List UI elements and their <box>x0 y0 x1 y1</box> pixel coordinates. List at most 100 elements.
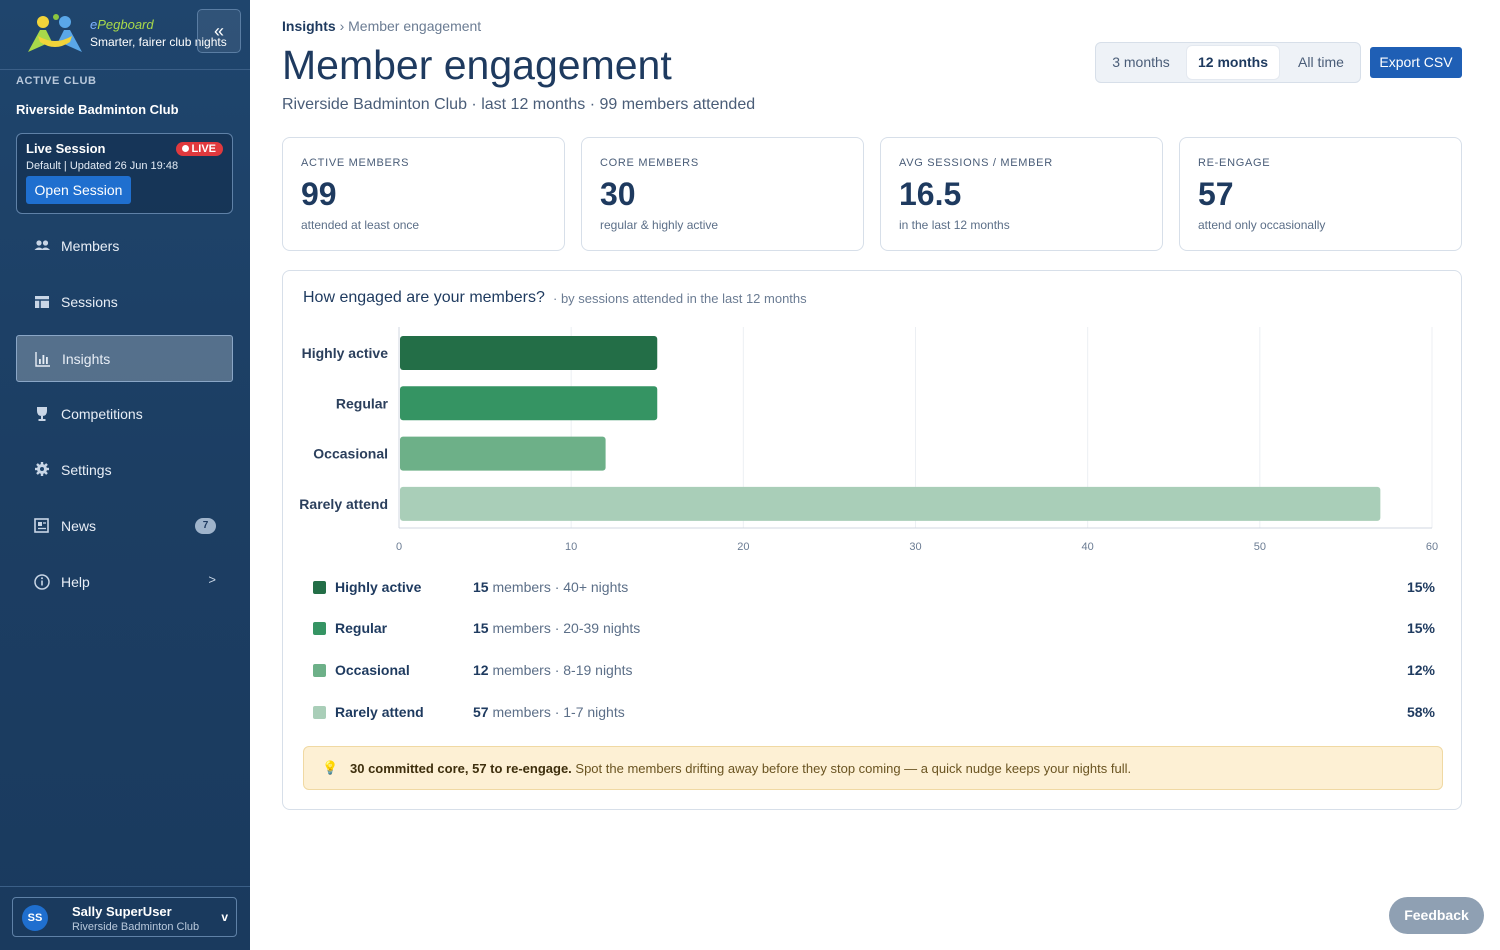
x-tick-label: 20 <box>737 541 749 553</box>
range-3-months-button[interactable]: 3 months <box>1112 54 1170 70</box>
stat-card-core-members: CORE MEMBERS 30 regular & highly active <box>581 137 864 251</box>
legend-name: Occasional <box>335 662 410 678</box>
bar-highly-active <box>400 336 658 370</box>
range-12-months-button[interactable]: 12 months <box>1187 46 1279 79</box>
help-icon <box>34 574 50 590</box>
page-subtitle: Riverside Badminton Club · last 12 month… <box>282 96 756 113</box>
sidebar-item-label: Settings <box>61 462 112 478</box>
user-bar: SS Sally SuperUser Riverside Badminton C… <box>0 886 250 950</box>
insights-icon <box>35 352 50 367</box>
feedback-button[interactable]: Feedback <box>1389 897 1484 934</box>
x-tick-label: 50 <box>1254 541 1266 553</box>
legend-row-regular: Regular 15 members · 20-39 nights 15% <box>313 618 1438 640</box>
user-name: Sally SuperUser <box>72 904 172 919</box>
live-session-title: Live Session <box>26 141 106 156</box>
stat-caption: in the last 12 months <box>899 218 1010 232</box>
y-category-label: Occasional <box>313 446 388 462</box>
panel-title: How engaged are your members? <box>303 289 545 306</box>
legend-swatch <box>313 664 326 677</box>
sidebar-item-label: Sessions <box>61 294 118 310</box>
live-dot-icon <box>181 145 189 152</box>
stat-value: 57 <box>1198 176 1234 212</box>
user-menu-button[interactable]: SS Sally SuperUser Riverside Badminton C… <box>12 897 237 937</box>
legend-count: 15 members · 40+ nights <box>473 579 629 595</box>
legend-swatch <box>313 581 326 594</box>
page-title: Member engagement <box>282 42 672 88</box>
sidebar-item-settings[interactable]: Settings <box>16 447 233 494</box>
stat-label: CORE MEMBERS <box>600 157 699 169</box>
legend-swatch <box>313 706 326 719</box>
bar-regular <box>400 386 658 421</box>
export-csv-button[interactable]: Export CSV <box>1370 47 1462 78</box>
live-badge: LIVE <box>175 142 223 156</box>
bar-occasional <box>400 436 606 471</box>
breadcrumb-current: Member engagement <box>348 18 482 34</box>
stat-card-avg-sessions: AVG SESSIONS / MEMBER 16.5 in the last 1… <box>880 137 1163 251</box>
x-tick-label: 60 <box>1426 541 1438 553</box>
breadcrumb-separator: › <box>339 18 345 34</box>
stat-card-active-members: ACTIVE MEMBERS 99 attended at least once <box>282 137 565 251</box>
sidebar-item-competitions[interactable]: Competitions <box>16 391 233 438</box>
legend-count: 12 members · 8-19 nights <box>473 662 633 678</box>
stat-value: 16.5 <box>899 176 962 212</box>
sidebar-item-help[interactable]: Help > <box>16 559 233 606</box>
gear-icon <box>35 462 49 476</box>
brand-tagline: Smarter, fairer club nights <box>90 35 227 49</box>
live-session-card: Live Session LIVE Default | Updated 26 J… <box>16 133 233 214</box>
breadcrumb-root[interactable]: Insights <box>282 18 336 34</box>
bar-rarely-attend <box>400 486 1381 521</box>
legend-percent: 15% <box>1406 620 1435 636</box>
user-club: Riverside Badminton Club <box>72 921 200 933</box>
legend-percent: 15% <box>1406 579 1435 595</box>
panel-subtitle: · by sessions attended in the last 12 mo… <box>553 291 807 306</box>
legend-count: 57 members · 1-7 nights <box>473 704 625 720</box>
stat-card-re-engage: RE-ENGAGE 57 attend only occasionally <box>1179 137 1462 251</box>
live-session-updated: Default | Updated 26 Jun 19:48 <box>26 160 179 172</box>
callout-text: 30 committed core, 57 to re-engage. Spot… <box>350 761 1132 776</box>
sidebar-item-news[interactable]: News 7 <box>16 503 233 550</box>
legend-row-highly-active: Highly active 15 members · 40+ nights 15… <box>313 577 1438 599</box>
epegboard-logo <box>28 14 82 52</box>
members-icon <box>34 240 50 250</box>
stat-label: RE-ENGAGE <box>1198 157 1271 169</box>
sidebar-item-label: Members <box>61 238 120 254</box>
x-tick-label: 0 <box>396 541 402 553</box>
legend-row-rarely-attend: Rarely attend 57 members · 1-7 nights 58… <box>313 702 1438 724</box>
legend-name: Highly active <box>335 579 422 595</box>
stat-caption: attend only occasionally <box>1198 218 1326 232</box>
sidebar: ePegboard Smarter, fairer club nights « … <box>0 0 250 950</box>
sidebar-item-members[interactable]: Members <box>16 223 233 270</box>
sidebar-item-label: Help <box>61 574 90 590</box>
legend-percent: 58% <box>1406 704 1435 720</box>
engagement-bar-chart: 0 10 20 30 40 50 60 Highly active Regular Occasio… <box>299 327 1438 553</box>
legend-name: Rarely attend <box>335 704 424 720</box>
sidebar-item-sessions[interactable]: Sessions <box>16 279 233 326</box>
stat-label: ACTIVE MEMBERS <box>301 157 410 169</box>
stat-label: AVG SESSIONS / MEMBER <box>899 157 1053 169</box>
range-selector: 3 months 12 months All time <box>1095 42 1361 83</box>
insight-callout: 💡 30 committed core, 57 to re-engage. Sp… <box>303 746 1443 790</box>
open-session-button[interactable]: Open Session <box>26 176 131 204</box>
range-all-time-button[interactable]: All time <box>1298 54 1344 70</box>
active-club-label: ACTIVE CLUB <box>16 75 97 87</box>
stat-caption: attended at least once <box>301 218 420 232</box>
news-count-badge: 7 <box>195 518 216 534</box>
legend-row-occasional: Occasional 12 members · 8-19 nights 12% <box>313 660 1438 682</box>
legend-percent: 12% <box>1406 662 1435 678</box>
legend-name: Regular <box>335 620 388 636</box>
sessions-icon <box>35 296 49 308</box>
trophy-icon <box>37 407 47 421</box>
y-category-label: Highly active <box>302 345 389 361</box>
x-tick-label: 10 <box>565 541 577 553</box>
collapse-sidebar-button[interactable]: « <box>197 9 241 53</box>
engagement-panel: How engaged are your members? · by sessi… <box>282 270 1462 810</box>
breadcrumb: Insights › Member engagement <box>282 18 481 34</box>
legend-count: 15 members · 20-39 nights <box>473 620 641 636</box>
avatar: SS <box>22 905 48 931</box>
sidebar-item-insights[interactable]: Insights <box>16 335 233 382</box>
active-club-name: Riverside Badminton Club <box>16 102 179 117</box>
lightbulb-icon: 💡 <box>322 760 339 775</box>
brand-name: ePegboard <box>90 17 154 32</box>
stat-value: 99 <box>301 176 337 212</box>
y-category-label: Regular <box>336 395 389 411</box>
